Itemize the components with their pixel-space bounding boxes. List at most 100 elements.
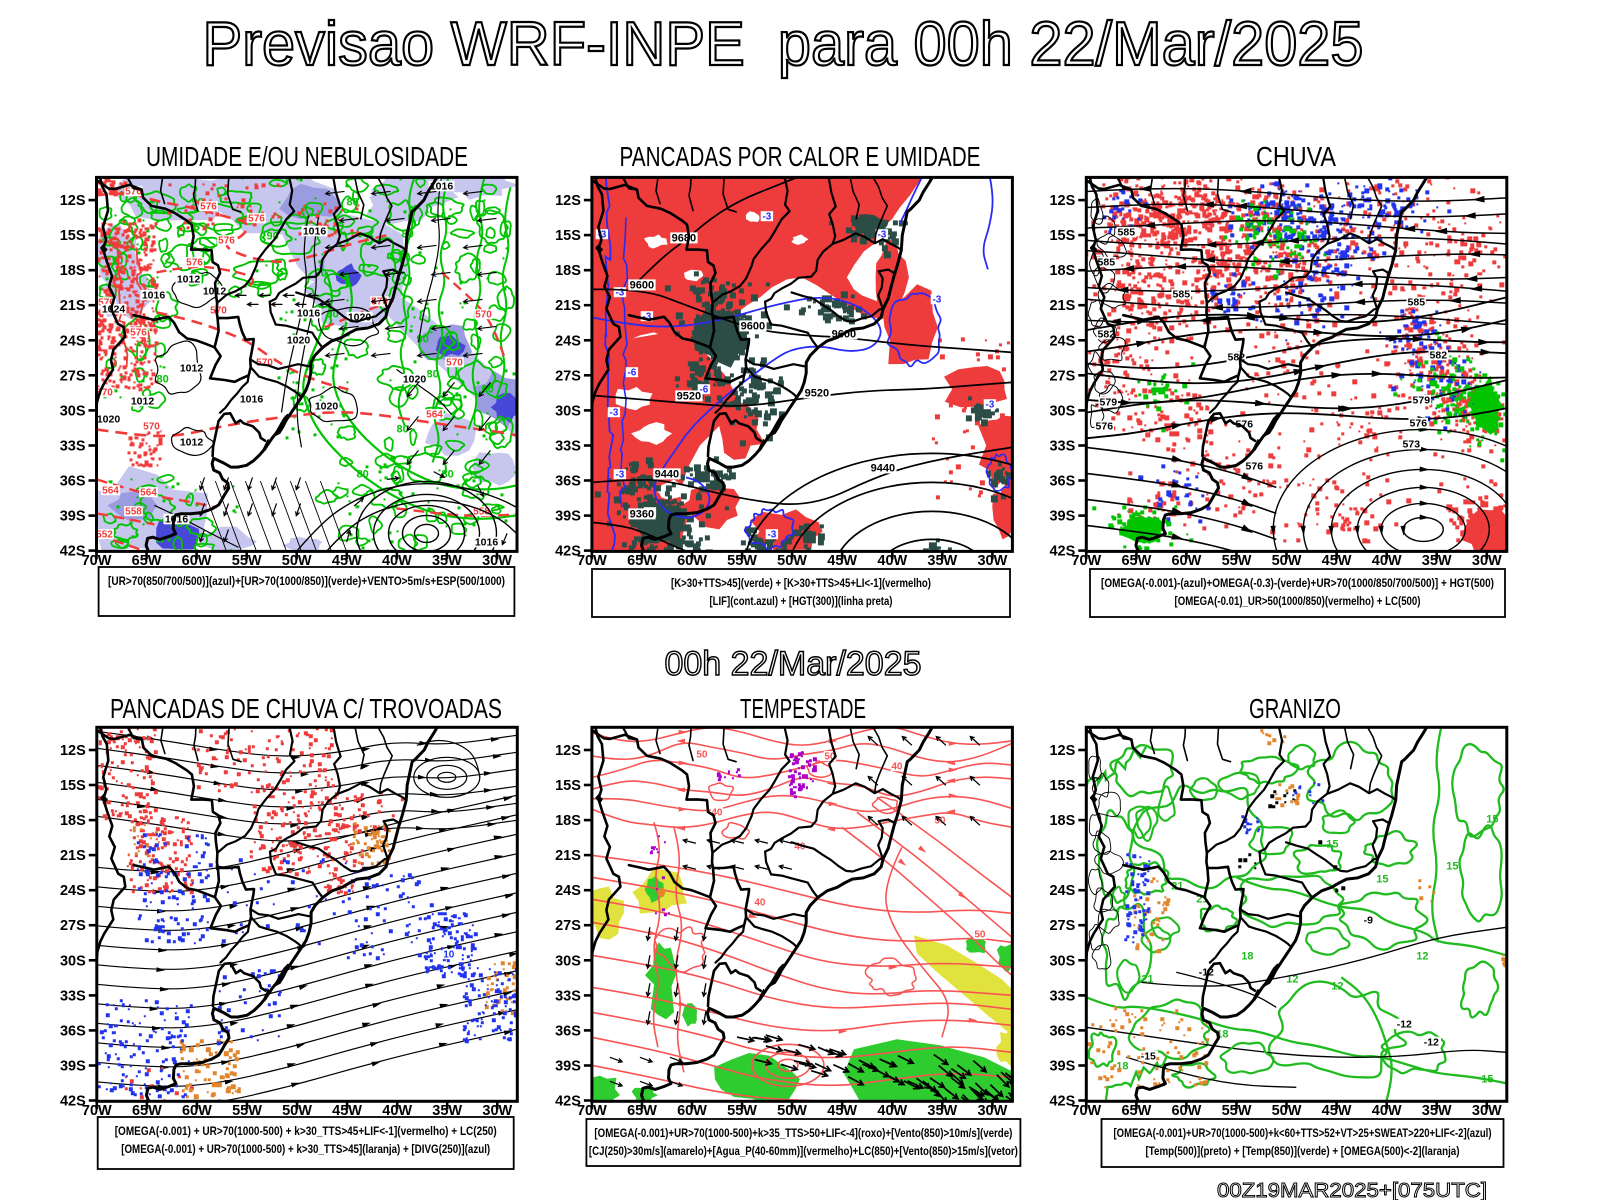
svg-text:55W: 55W xyxy=(727,1103,757,1119)
svg-text:36S: 36S xyxy=(555,474,581,490)
svg-text:15: 15 xyxy=(1486,813,1498,825)
svg-text:35W: 35W xyxy=(927,553,957,569)
svg-text:36S: 36S xyxy=(1049,1023,1075,1039)
svg-text:35W: 35W xyxy=(1422,553,1452,569)
svg-text:24S: 24S xyxy=(1049,883,1075,899)
svg-text:570: 570 xyxy=(446,357,463,368)
svg-text:9440: 9440 xyxy=(655,468,679,480)
svg-text:50: 50 xyxy=(974,929,986,940)
svg-text:15S: 15S xyxy=(1049,778,1075,794)
svg-text:33S: 33S xyxy=(1049,439,1075,455)
svg-text:585: 585 xyxy=(1098,256,1116,268)
svg-text:12S: 12S xyxy=(555,193,581,209)
svg-text:00Z19MAR2025+[075UTC]: 00Z19MAR2025+[075UTC] xyxy=(1217,1179,1487,1200)
svg-text:42S: 42S xyxy=(60,544,86,560)
svg-text:40W: 40W xyxy=(1372,553,1402,569)
svg-text:27S: 27S xyxy=(555,368,581,384)
svg-text:70W: 70W xyxy=(82,553,112,569)
svg-text:55W: 55W xyxy=(727,553,757,569)
svg-text:15: 15 xyxy=(1326,838,1338,850)
svg-text:564: 564 xyxy=(426,409,443,420)
svg-text:42S: 42S xyxy=(555,1094,581,1110)
svg-text:50: 50 xyxy=(696,749,708,760)
svg-text:70W: 70W xyxy=(577,553,607,569)
svg-text:15S: 15S xyxy=(60,778,86,794)
svg-text:576: 576 xyxy=(1410,417,1428,429)
svg-text:PANCADAS DE CHUVA C/ TROVOADAS: PANCADAS DE CHUVA C/ TROVOADAS xyxy=(110,693,502,724)
svg-text:585: 585 xyxy=(1118,226,1136,238)
svg-text:[UR>70(850/700/500)](azul)+[UR: [UR>70(850/700/500)](azul)+[UR>70(1000/8… xyxy=(108,574,505,588)
svg-text:[OMEGA(-0.001)+UR>70(1000-500): [OMEGA(-0.001)+UR>70(1000-500)+k>35_TTS>… xyxy=(594,1126,1012,1140)
svg-text:60W: 60W xyxy=(677,553,707,569)
svg-text:30S: 30S xyxy=(555,403,581,419)
svg-text:-3: -3 xyxy=(762,211,771,222)
svg-text:18S: 18S xyxy=(60,813,86,829)
svg-text:39S: 39S xyxy=(60,509,86,525)
svg-text:1012: 1012 xyxy=(131,395,155,407)
svg-text:24S: 24S xyxy=(60,333,86,349)
svg-text:1020: 1020 xyxy=(97,413,121,425)
svg-text:60W: 60W xyxy=(182,553,212,569)
svg-text:-15: -15 xyxy=(1141,1050,1156,1062)
svg-text:15: 15 xyxy=(1376,873,1388,885)
svg-text:36S: 36S xyxy=(1049,474,1075,490)
svg-text:552: 552 xyxy=(96,529,113,540)
svg-text:80: 80 xyxy=(157,373,169,385)
svg-text:-3: -3 xyxy=(932,294,941,305)
svg-text:21S: 21S xyxy=(1049,848,1075,864)
svg-text:65W: 65W xyxy=(1121,553,1151,569)
svg-text:33S: 33S xyxy=(60,988,86,1004)
svg-text:-3: -3 xyxy=(609,407,618,418)
svg-text:50W: 50W xyxy=(777,1103,807,1119)
svg-text:-3: -3 xyxy=(615,287,624,298)
svg-text:Previsao WRF-INPE para 00h 22: Previsao WRF-INPE para 00h 22/Mar/2025 xyxy=(203,10,1364,79)
svg-text:18S: 18S xyxy=(555,813,581,829)
svg-text:33S: 33S xyxy=(555,988,581,1004)
svg-text:GRANIZO: GRANIZO xyxy=(1249,693,1341,724)
svg-text:573: 573 xyxy=(1403,438,1421,450)
svg-text:-3: -3 xyxy=(642,311,651,322)
svg-text:15: 15 xyxy=(1446,860,1458,872)
svg-text:579: 579 xyxy=(1100,396,1118,408)
svg-text:45W: 45W xyxy=(827,1103,857,1119)
svg-text:24S: 24S xyxy=(555,883,581,899)
svg-text:21S: 21S xyxy=(60,848,86,864)
svg-text:45W: 45W xyxy=(332,1103,362,1119)
svg-text:-12: -12 xyxy=(1424,1036,1439,1048)
svg-text:-6: -6 xyxy=(699,384,708,395)
svg-text:30S: 30S xyxy=(60,403,86,419)
svg-text:55W: 55W xyxy=(232,553,262,569)
svg-text:-3: -3 xyxy=(597,229,606,240)
svg-text:1012: 1012 xyxy=(180,436,204,448)
svg-text:1016: 1016 xyxy=(303,225,327,237)
svg-text:18S: 18S xyxy=(1049,263,1075,279)
svg-text:1024: 1024 xyxy=(102,303,126,315)
svg-text:[K>30+TTS>45](verde) + [K>30+T: [K>30+TTS>45](verde) + [K>30+TTS>45+LI<-… xyxy=(671,576,931,590)
svg-text:[LIF](cont.azul) + [HGT(300)](: [LIF](cont.azul) + [HGT(300)](linha pret… xyxy=(710,594,893,608)
svg-text:65W: 65W xyxy=(627,1103,657,1119)
svg-text:39S: 39S xyxy=(555,509,581,525)
svg-text:39S: 39S xyxy=(1049,1059,1075,1075)
svg-text:27S: 27S xyxy=(60,918,86,934)
svg-text:30W: 30W xyxy=(482,1103,512,1119)
svg-text:576: 576 xyxy=(1236,418,1254,430)
svg-text:55W: 55W xyxy=(232,1103,262,1119)
svg-text:1020: 1020 xyxy=(403,373,427,385)
svg-text:9520: 9520 xyxy=(805,387,829,399)
svg-text:40W: 40W xyxy=(382,553,412,569)
svg-text:40W: 40W xyxy=(382,1103,412,1119)
svg-text:40W: 40W xyxy=(877,553,907,569)
svg-text:50W: 50W xyxy=(777,553,807,569)
svg-text:15S: 15S xyxy=(60,228,86,244)
svg-text:576: 576 xyxy=(1096,420,1114,432)
svg-text:21S: 21S xyxy=(1049,298,1075,314)
svg-text:30S: 30S xyxy=(1049,953,1075,969)
svg-text:[Temp(500)](preto) + [Temp(850: [Temp(500)](preto) + [Temp(850)](verde) … xyxy=(1146,1144,1460,1158)
svg-text:-6: -6 xyxy=(627,367,636,378)
svg-text:50W: 50W xyxy=(282,553,312,569)
svg-text:TEMPESTADE: TEMPESTADE xyxy=(740,693,866,724)
svg-text:39S: 39S xyxy=(60,1059,86,1075)
svg-text:50W: 50W xyxy=(1272,1103,1302,1119)
svg-text:45W: 45W xyxy=(1322,1103,1352,1119)
svg-text:60W: 60W xyxy=(182,1103,212,1119)
